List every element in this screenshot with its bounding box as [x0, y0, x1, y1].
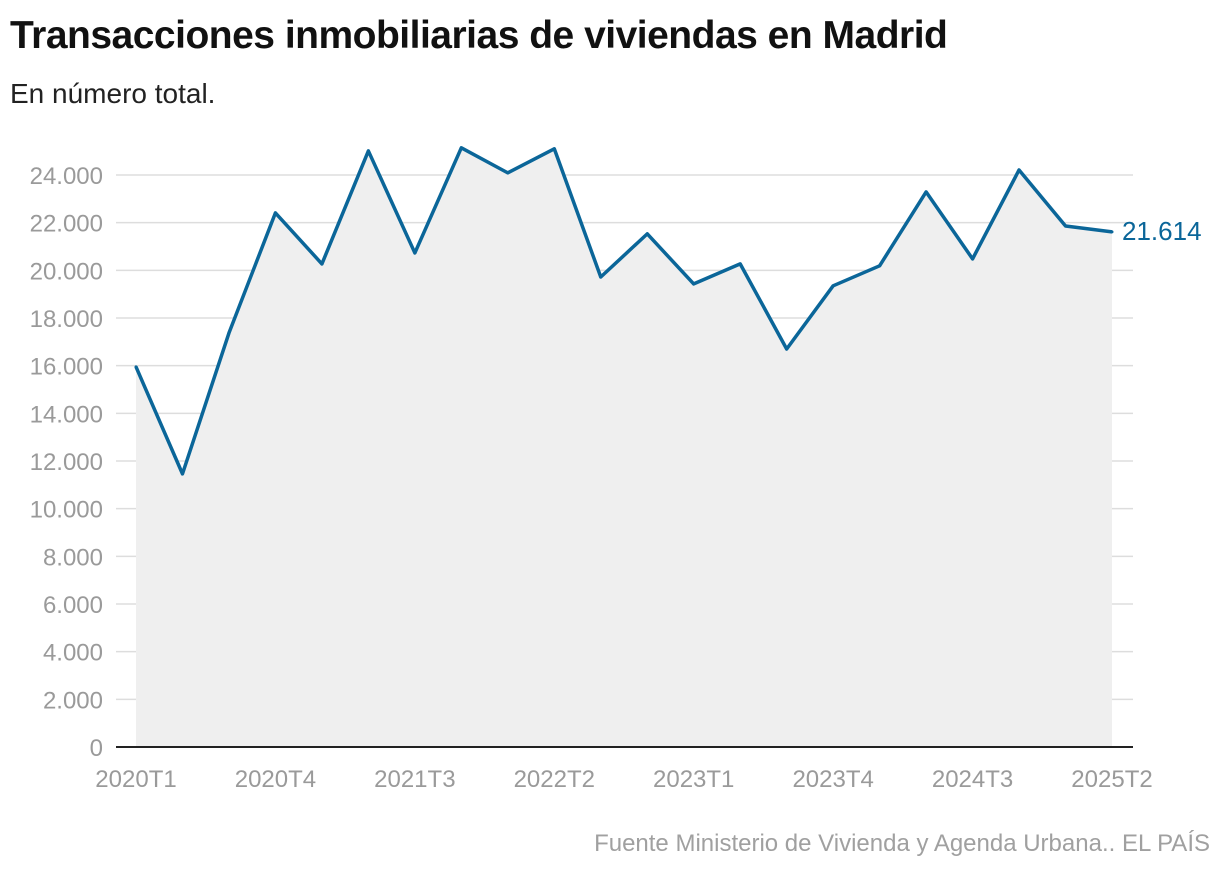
y-tick-label: 10.000: [30, 497, 103, 524]
data-point: [1064, 224, 1068, 228]
data-point: [227, 331, 231, 335]
data-point: [459, 146, 463, 150]
data-point: [273, 211, 277, 215]
y-tick-label: 20.000: [30, 258, 103, 285]
y-tick-label: 22.000: [30, 211, 103, 238]
x-tick-label: 2022T2: [514, 766, 595, 793]
area-fill: [136, 147, 1112, 747]
chart-title: Transacciones inmobiliarias de viviendas…: [10, 14, 948, 57]
data-point: [785, 347, 789, 351]
x-tick-label: 2021T3: [374, 766, 455, 793]
data-point: [1017, 168, 1021, 172]
data-point: [552, 147, 556, 151]
data-point: [692, 282, 696, 286]
source-note: Fuente Ministerio de Vivienda y Agenda U…: [594, 830, 1210, 857]
y-tick-label: 18.000: [30, 306, 103, 333]
end-value-label: 21.614: [1122, 216, 1202, 246]
data-point: [413, 251, 417, 255]
data-point: [878, 264, 882, 268]
x-tick-label: 2020T1: [95, 766, 176, 793]
data-point: [971, 257, 975, 261]
series-line: [134, 146, 1113, 476]
chart-subtitle: En número total.: [10, 78, 216, 109]
data-point: [738, 262, 742, 266]
y-tick-label: 6.000: [43, 592, 103, 619]
x-tick-label: 2020T4: [235, 766, 316, 793]
data-point: [924, 190, 928, 194]
data-point: [506, 171, 510, 175]
y-tick-label: 16.000: [30, 354, 103, 381]
x-tick-label: 2023T4: [792, 766, 873, 793]
data-point: [366, 149, 370, 153]
data-point: [1110, 230, 1114, 234]
y-tick-label: 8.000: [43, 544, 103, 571]
x-tick-label: 2025T2: [1071, 766, 1152, 793]
y-tick-label: 24.000: [30, 163, 103, 190]
x-tick-label: 2023T1: [653, 766, 734, 793]
data-point: [831, 284, 835, 288]
y-tick-label: 2.000: [43, 687, 103, 714]
data-point: [645, 232, 649, 236]
data-point: [599, 275, 603, 279]
x-tick-label: 2024T3: [932, 766, 1013, 793]
data-point: [320, 262, 324, 266]
y-tick-label: 4.000: [43, 640, 103, 667]
data-point: [134, 365, 138, 369]
y-tick-label: 0: [90, 735, 103, 762]
y-tick-label: 12.000: [30, 449, 103, 476]
data-point: [180, 472, 184, 476]
y-tick-label: 14.000: [30, 401, 103, 428]
